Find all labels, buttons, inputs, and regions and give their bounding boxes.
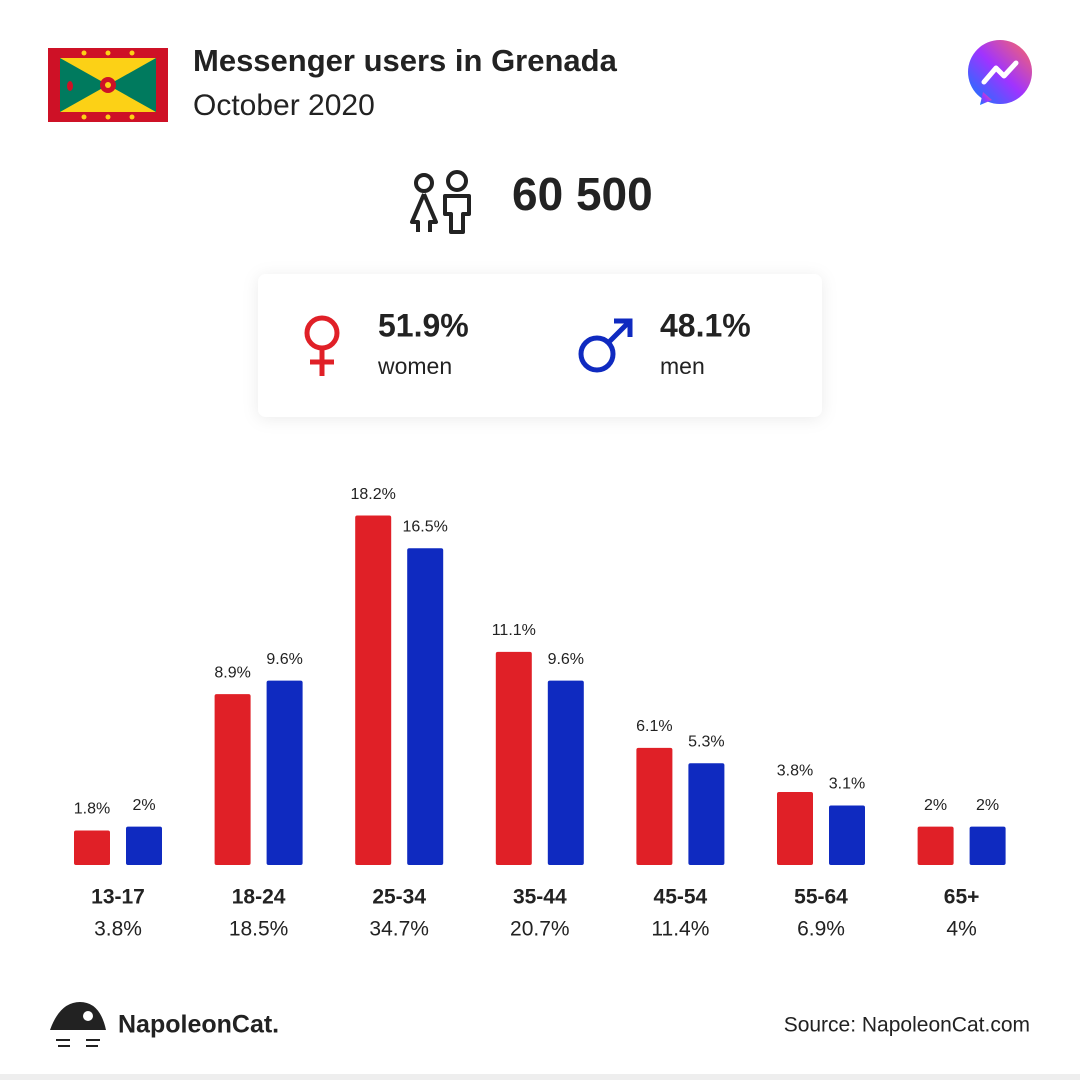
women-label: women (377, 353, 452, 379)
value-label: 9.6% (266, 651, 302, 668)
bar (74, 830, 110, 865)
total-users: 60 500 (512, 168, 653, 220)
bar (969, 826, 1006, 865)
age-label: 13-17 (91, 886, 145, 909)
men-share: 48.1% (660, 307, 751, 343)
men-label: men (660, 353, 705, 379)
male-symbol (578, 318, 633, 373)
title: Messenger users in Grenada (193, 43, 618, 78)
value-label: 9.6% (548, 651, 584, 668)
bottom-strip (0, 1074, 1080, 1080)
age-label: 55-64 (794, 886, 848, 909)
bar (355, 515, 392, 865)
messenger-icon (968, 40, 1032, 105)
brand: NapoleonCat. (118, 1011, 279, 1039)
bar (829, 805, 865, 865)
value-label: 3.1% (829, 776, 865, 793)
napoleoncat-logo (50, 1002, 106, 1047)
value-label: 3.8% (777, 762, 813, 779)
value-label: 11.1% (492, 622, 536, 639)
bar (547, 680, 584, 865)
people-icon (410, 170, 471, 234)
age-label: 45-54 (654, 886, 708, 909)
age-total: 18.5% (229, 918, 289, 941)
value-label: 2% (924, 797, 947, 814)
value-label: 18.2% (351, 486, 396, 503)
age-label: 18-24 (232, 886, 286, 909)
age-label: 65+ (944, 886, 980, 909)
subtitle: October 2020 (193, 89, 375, 122)
bar (214, 694, 251, 865)
gender-card (258, 274, 822, 417)
bar (495, 651, 532, 865)
age-total: 6.9% (797, 918, 845, 941)
bar (636, 747, 673, 865)
source: Source: NapoleonCat.com (784, 1014, 1030, 1037)
value-label: 8.9% (214, 664, 250, 681)
bar (688, 763, 725, 865)
value-label: 16.5% (403, 518, 448, 535)
bar (777, 792, 813, 865)
female-symbol (304, 315, 340, 376)
age-label: 25-34 (372, 886, 426, 909)
value-label: 2% (976, 797, 999, 814)
age-label: 35-44 (513, 886, 567, 909)
value-label: 2% (132, 797, 155, 814)
value-label: 1.8% (74, 801, 110, 818)
age-total: 3.8% (94, 918, 142, 941)
bar (126, 826, 162, 865)
age-chart: 13-17 3.8% 1.8% 2% 18-24 18.5% 8.9% 9.6% 25-34 34… (74, 486, 1006, 941)
bar (917, 826, 954, 865)
age-total: 11.4% (651, 918, 709, 941)
women-share: 51.9% (378, 307, 469, 343)
age-total: 4% (946, 918, 976, 941)
age-total: 20.7% (510, 918, 570, 941)
bar (266, 680, 303, 865)
flag (48, 48, 168, 122)
bar (407, 548, 444, 865)
age-total: 34.7% (369, 918, 429, 941)
value-label: 5.3% (688, 733, 724, 750)
value-label: 6.1% (636, 718, 672, 735)
